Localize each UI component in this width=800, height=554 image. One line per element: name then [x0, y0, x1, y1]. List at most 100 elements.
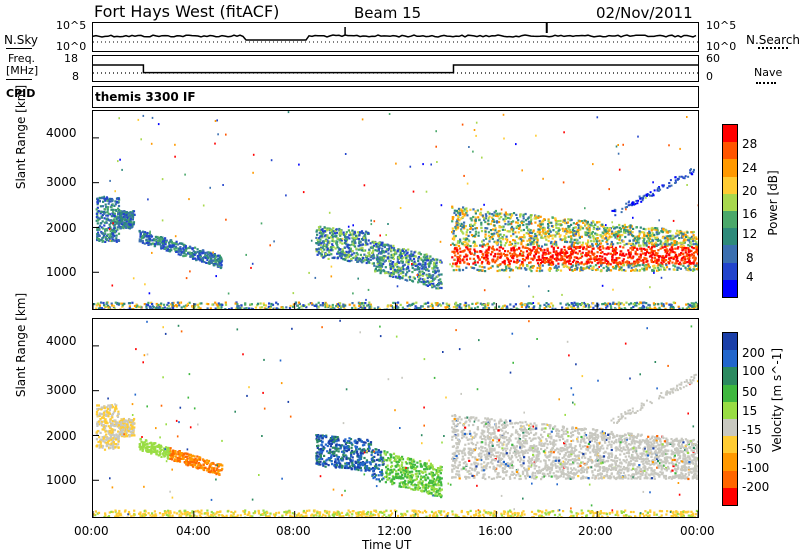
ground-scatter-cell	[292, 305, 295, 308]
midday-cloud-cell	[405, 252, 408, 255]
evening-band-cell	[462, 209, 465, 213]
evening-band-cell	[496, 215, 499, 218]
evening-band-cell	[512, 227, 515, 230]
evening-band-cell	[520, 263, 523, 266]
evening-band-cell	[559, 238, 562, 241]
evening-band-cell	[694, 257, 697, 260]
evening-band-cell	[536, 239, 539, 242]
evening-band-cell	[632, 244, 635, 247]
evening-band-cell	[509, 240, 512, 244]
evening-band-cell	[529, 251, 532, 255]
evening-band-cell	[519, 215, 522, 218]
descending-band-cell	[148, 239, 151, 242]
descending-band-cell	[193, 257, 196, 260]
ground-scatter-cell	[419, 306, 422, 309]
evening-band-cell	[571, 260, 574, 264]
noise-cell	[367, 288, 370, 291]
evening-band-cell	[661, 263, 664, 266]
evening-band-cell	[654, 252, 657, 255]
evening-band-cell	[590, 224, 593, 227]
ground-scatter-cell	[410, 303, 414, 306]
midday-cloud-cell	[349, 231, 352, 234]
descending-band-cell	[178, 249, 181, 252]
arc-cell	[669, 179, 672, 182]
ground-scatter-cell	[234, 302, 237, 305]
descending-band-cell	[173, 242, 176, 245]
ground-scatter-cell	[206, 307, 209, 309]
evening-band-cell	[614, 267, 617, 270]
power-plot	[93, 111, 698, 309]
ground-scatter-cell	[113, 307, 116, 309]
evening-band-cell	[643, 269, 646, 272]
ground-scatter-cell	[333, 307, 336, 309]
evening-band-cell	[586, 243, 589, 246]
early-patch-cell	[126, 226, 129, 229]
noise-cell	[185, 277, 188, 280]
ground-scatter-cell	[414, 305, 417, 308]
evening-band-cell	[465, 246, 468, 249]
evening-band-cell	[544, 253, 547, 256]
midday-cloud-cell	[402, 264, 405, 267]
early-patch-cell	[106, 206, 109, 209]
evening-band-cell	[584, 242, 588, 245]
noise-cell	[174, 155, 176, 158]
midday-cloud-cell	[343, 251, 346, 254]
midday-cloud-cell	[327, 257, 330, 260]
descending-band-cell	[174, 249, 177, 252]
noise-cell	[500, 208, 503, 211]
evening-band-cell	[651, 239, 654, 242]
evening-band-cell	[607, 260, 610, 263]
arc-cell	[634, 202, 637, 205]
evening-band-cell	[649, 247, 652, 250]
descending-band-cell	[209, 255, 212, 258]
noise-cell	[108, 228, 111, 231]
evening-band-cell	[596, 255, 599, 258]
evening-band-cell	[497, 264, 500, 267]
evening-band-cell	[629, 224, 632, 227]
descending-band-cell	[206, 256, 209, 260]
ground-scatter-cell	[230, 307, 233, 309]
noise-cell	[134, 214, 136, 216]
early-patch-cell	[117, 226, 120, 229]
midday-cloud-cell	[335, 242, 338, 245]
midday-cloud-cell	[418, 273, 422, 276]
midday-cloud-cell	[378, 268, 381, 271]
evening-band-cell	[575, 238, 578, 241]
midday-cloud-cell	[344, 233, 348, 236]
midday-cloud-cell	[356, 253, 359, 256]
evening-band-cell	[491, 220, 494, 223]
evening-band-cell	[500, 252, 503, 255]
early-patch-cell	[114, 209, 118, 212]
evening-band-cell	[491, 218, 495, 221]
descending-band-cell	[145, 235, 148, 238]
ground-scatter-cell	[429, 305, 432, 308]
midday-cloud-cell	[361, 247, 364, 250]
midday-cloud-cell	[416, 266, 419, 269]
ground-scatter-cell	[348, 303, 351, 306]
ground-scatter-cell	[576, 306, 579, 309]
evening-band-cell	[512, 260, 516, 263]
evening-band-cell	[655, 259, 658, 262]
midday-cloud-cell	[391, 253, 395, 256]
noise-cell	[575, 223, 577, 225]
evening-band-cell	[458, 265, 461, 268]
midday-cloud-cell	[408, 269, 411, 272]
evening-band-cell	[547, 222, 550, 226]
evening-band-cell	[516, 260, 520, 263]
evening-band-cell	[624, 226, 627, 229]
evening-band-cell	[570, 238, 573, 241]
early-patch-cell	[130, 221, 133, 224]
midday-cloud-cell	[319, 225, 322, 228]
midday-cloud-cell	[338, 227, 341, 231]
ground-scatter-cell	[205, 302, 208, 305]
midday-cloud-cell	[382, 262, 385, 266]
early-patch-cell	[117, 211, 120, 214]
evening-band-cell	[630, 244, 633, 247]
midday-cloud-cell	[422, 256, 425, 259]
noise-cell	[584, 207, 586, 210]
ground-scatter-cell	[445, 308, 448, 309]
evening-band-cell	[498, 220, 501, 224]
noise-cell	[662, 303, 665, 306]
ground-scatter-cell	[102, 301, 105, 305]
evening-band-cell	[663, 245, 666, 248]
